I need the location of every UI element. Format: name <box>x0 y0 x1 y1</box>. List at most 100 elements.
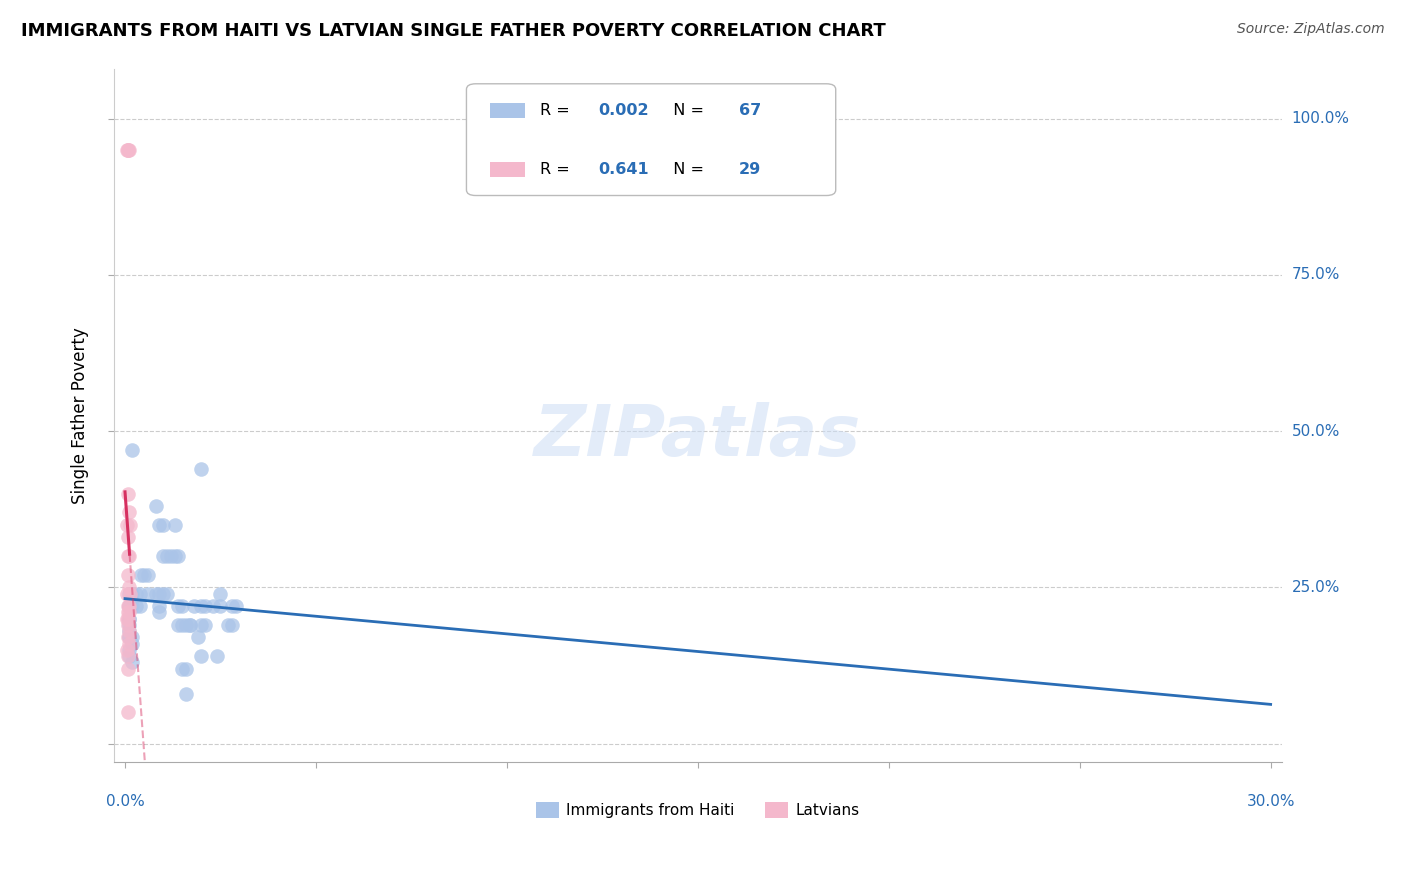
Point <box>152 549 174 563</box>
Text: 0.641: 0.641 <box>599 162 650 178</box>
Point <box>121 599 143 614</box>
Point <box>179 618 201 632</box>
Text: N =: N = <box>662 103 709 119</box>
Point <box>117 662 139 676</box>
Point <box>117 549 139 563</box>
Point <box>117 606 139 620</box>
Point <box>145 499 167 513</box>
Point <box>167 599 190 614</box>
Point <box>174 687 197 701</box>
Point <box>117 143 139 157</box>
Point <box>118 599 141 614</box>
Point <box>128 599 150 614</box>
Point <box>194 599 217 614</box>
Text: ZIPatlas: ZIPatlas <box>534 401 862 471</box>
Point <box>148 606 170 620</box>
Point <box>156 549 179 563</box>
Point <box>118 505 141 519</box>
Point <box>117 631 139 645</box>
Point <box>118 631 141 645</box>
Point <box>117 643 139 657</box>
Point <box>117 618 139 632</box>
Text: 100.0%: 100.0% <box>1292 111 1350 126</box>
Bar <box>489 103 524 119</box>
Text: IMMIGRANTS FROM HAITI VS LATVIAN SINGLE FATHER POVERTY CORRELATION CHART: IMMIGRANTS FROM HAITI VS LATVIAN SINGLE … <box>21 22 886 40</box>
Point <box>118 587 141 601</box>
Point <box>118 631 141 645</box>
Point <box>118 624 141 639</box>
Point <box>117 612 139 626</box>
Point <box>128 587 150 601</box>
Point <box>190 618 212 632</box>
Point <box>163 549 186 563</box>
Point <box>225 599 247 614</box>
Point <box>118 549 141 563</box>
Point <box>121 631 143 645</box>
Point <box>118 599 141 614</box>
Point <box>156 587 179 601</box>
Point <box>221 618 243 632</box>
Point <box>125 587 148 601</box>
Text: R =: R = <box>540 103 575 119</box>
Point <box>118 517 141 532</box>
Point <box>217 618 239 632</box>
Point <box>201 599 224 614</box>
Text: 75.0%: 75.0% <box>1292 268 1340 283</box>
Point <box>172 599 194 614</box>
Text: Source: ZipAtlas.com: Source: ZipAtlas.com <box>1237 22 1385 37</box>
Point <box>117 517 139 532</box>
Point <box>117 649 139 664</box>
Point <box>118 612 141 626</box>
Point <box>172 618 194 632</box>
Point <box>117 587 139 601</box>
Point <box>118 581 141 595</box>
Text: 0.0%: 0.0% <box>105 794 145 809</box>
Point <box>209 587 232 601</box>
Point <box>187 631 209 645</box>
Point <box>118 624 141 639</box>
Text: 0.002: 0.002 <box>599 103 650 119</box>
Point <box>136 567 159 582</box>
Point <box>174 618 197 632</box>
Point <box>148 587 170 601</box>
Point <box>121 442 143 457</box>
Point <box>118 649 141 664</box>
Point <box>129 567 152 582</box>
Bar <box>489 162 524 178</box>
Point <box>174 662 197 676</box>
Point <box>117 706 139 720</box>
Point <box>121 637 143 651</box>
Point <box>190 649 212 664</box>
Point <box>163 517 186 532</box>
Point <box>121 587 143 601</box>
Point <box>190 599 212 614</box>
Point <box>221 599 243 614</box>
Point <box>152 517 174 532</box>
Point <box>118 643 141 657</box>
Point <box>118 599 141 614</box>
Point <box>117 612 139 626</box>
Point <box>118 606 141 620</box>
Point <box>148 599 170 614</box>
Point <box>194 618 217 632</box>
Text: 50.0%: 50.0% <box>1292 424 1340 439</box>
Text: 25.0%: 25.0% <box>1292 580 1340 595</box>
Legend: Immigrants from Haiti, Latvians: Immigrants from Haiti, Latvians <box>530 796 866 824</box>
Point <box>121 593 143 607</box>
Point <box>132 567 155 582</box>
Point <box>205 649 228 664</box>
Point <box>125 599 148 614</box>
Point <box>167 618 190 632</box>
Text: R =: R = <box>540 162 575 178</box>
Point <box>117 143 139 157</box>
Point <box>118 612 141 626</box>
Point <box>118 618 141 632</box>
Point <box>179 618 201 632</box>
Point <box>117 599 139 614</box>
Point <box>118 143 141 157</box>
Point <box>118 587 141 601</box>
Point <box>167 549 190 563</box>
Point <box>209 599 232 614</box>
Text: 29: 29 <box>738 162 761 178</box>
Point <box>117 486 139 500</box>
